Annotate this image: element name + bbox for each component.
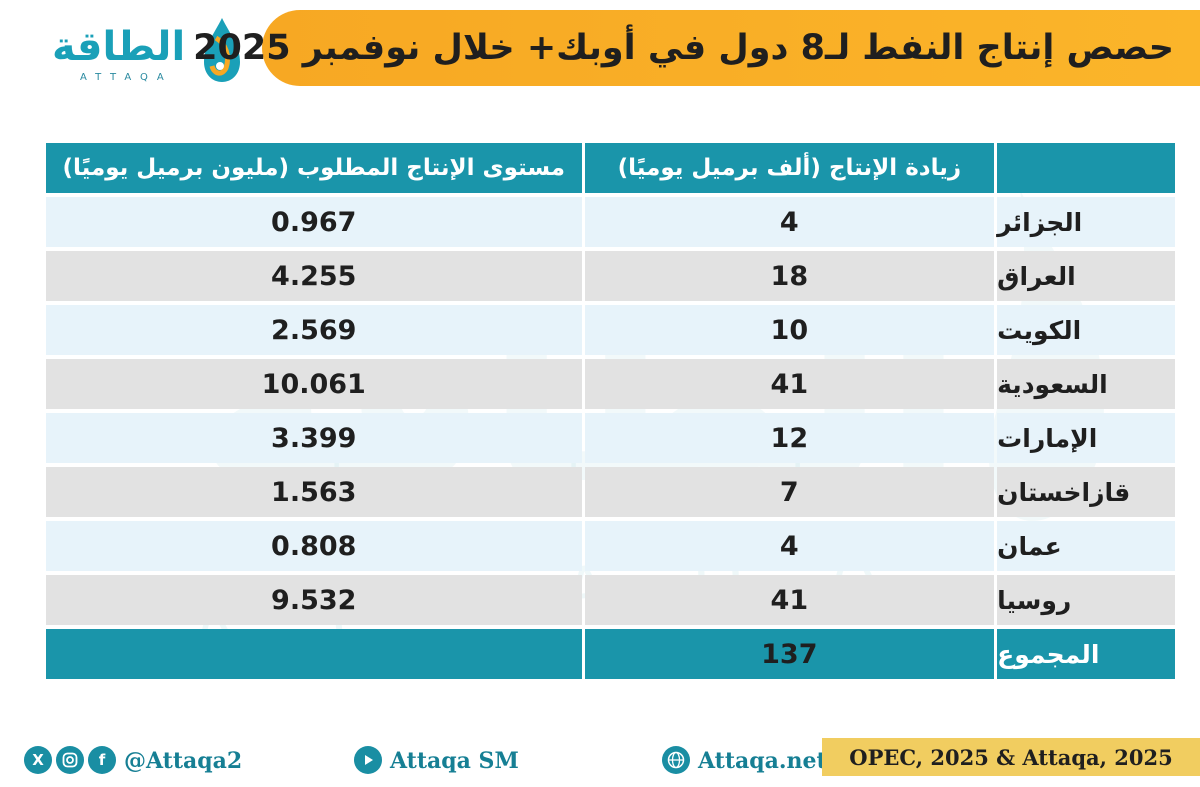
source-label: OPEC, 2025 & Attaqa, 2025	[822, 738, 1200, 776]
total-level	[46, 629, 582, 679]
header-increase: زيادة الإنتاج (ألف برميل يوميًا)	[584, 143, 995, 193]
logo-latin-text: ATTAQA	[80, 72, 173, 83]
table-row: السعودية 41 10.061	[46, 359, 1175, 409]
social-handle[interactable]: @Attaqa2	[124, 748, 243, 774]
table-row: الجزائر 4 0.967	[46, 197, 1175, 247]
total-label: المجموع	[997, 629, 1175, 679]
country-cell: السعودية	[997, 359, 1175, 409]
drop-icon	[204, 18, 240, 82]
country-cell: العراق	[997, 251, 1175, 301]
level-cell: 0.808	[46, 521, 582, 571]
globe-icon[interactable]	[662, 746, 690, 774]
table-row: الإمارات 12 3.399	[46, 413, 1175, 463]
table-total-row: المجموع 137	[46, 629, 1175, 679]
table-row: روسيا 41 9.532	[46, 575, 1175, 625]
total-increase: 137	[584, 629, 995, 679]
increase-cell: 18	[584, 251, 995, 301]
increase-cell: 41	[584, 575, 995, 625]
table-header-row: زيادة الإنتاج (ألف برميل يوميًا) مستوى ا…	[46, 143, 1175, 193]
table-row: قازاخستان 7 1.563	[46, 467, 1175, 517]
increase-cell: 4	[584, 521, 995, 571]
level-cell: 10.061	[46, 359, 582, 409]
header-level: مستوى الإنتاج المطلوب (مليون برميل يوميً…	[46, 143, 582, 193]
youtube-icon[interactable]	[354, 746, 382, 774]
country-cell: الإمارات	[997, 413, 1175, 463]
youtube-channel[interactable]: Attaqa SM	[390, 748, 519, 774]
level-cell: 4.255	[46, 251, 582, 301]
country-cell: عمان	[997, 521, 1175, 571]
production-table: زيادة الإنتاج (ألف برميل يوميًا) مستوى ا…	[46, 143, 1175, 683]
increase-cell: 12	[584, 413, 995, 463]
level-cell: 0.967	[46, 197, 582, 247]
increase-cell: 10	[584, 305, 995, 355]
table-row: الكويت 10 2.569	[46, 305, 1175, 355]
table-row: العراق 18 4.255	[46, 251, 1175, 301]
country-cell: الجزائر	[997, 197, 1175, 247]
level-cell: 3.399	[46, 413, 582, 463]
table-row: عمان 4 0.808	[46, 521, 1175, 571]
country-cell: روسيا	[997, 575, 1175, 625]
facebook-icon[interactable]: f	[88, 746, 116, 774]
level-cell: 2.569	[46, 305, 582, 355]
increase-cell: 4	[584, 197, 995, 247]
country-cell: الكويت	[997, 305, 1175, 355]
level-cell: 1.563	[46, 467, 582, 517]
increase-cell: 41	[584, 359, 995, 409]
header-country	[997, 143, 1175, 193]
increase-cell: 7	[584, 467, 995, 517]
logo-arabic-text: الطاقة	[52, 24, 186, 70]
footer: X f @Attaqa2 Attaqa SM Attaqa.net OPEC, …	[0, 738, 1200, 784]
country-cell: قازاخستان	[997, 467, 1175, 517]
level-cell: 9.532	[46, 575, 582, 625]
attaqa-logo: الطاقة ATTAQA	[40, 14, 250, 94]
instagram-icon[interactable]	[56, 746, 84, 774]
page-title: حصص إنتاج النفط لـ8 دول في أوبك+ خلال نو…	[193, 28, 1174, 68]
x-icon[interactable]: X	[24, 746, 52, 774]
website-link[interactable]: Attaqa.net	[698, 748, 827, 774]
title-banner: حصص إنتاج النفط لـ8 دول في أوبك+ خلال نو…	[193, 10, 1200, 86]
